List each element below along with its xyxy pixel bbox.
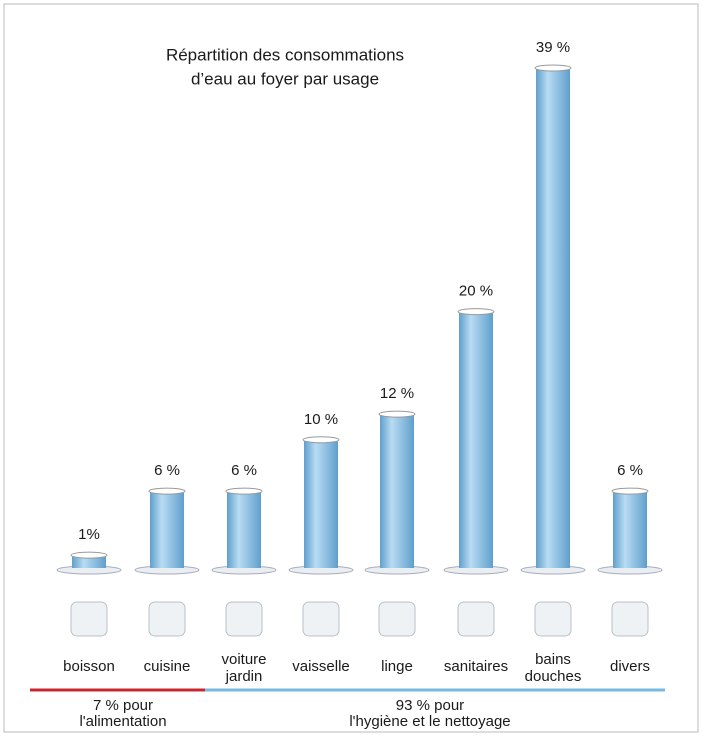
category-label: bains douches: [525, 651, 582, 685]
group-label: l'alimentation: [79, 713, 166, 730]
value-label: 20 %: [459, 283, 493, 300]
value-label: 6 %: [231, 462, 257, 479]
icon: [611, 601, 649, 637]
category-label: linge: [381, 658, 413, 675]
bar-top: [534, 64, 572, 72]
value-label: 39 %: [536, 39, 570, 56]
value-label: 12 %: [380, 385, 414, 402]
value-label: 6 %: [617, 462, 643, 479]
bar-top: [70, 551, 108, 559]
bar-top: [378, 410, 416, 418]
bar-top: [302, 436, 340, 444]
bar: [304, 439, 338, 568]
bar: [227, 491, 261, 568]
bar-top: [611, 487, 649, 495]
bar-top: [148, 487, 186, 495]
value-label: 6 %: [154, 462, 180, 479]
chart-title: d’eau au foyer par usage: [191, 69, 379, 88]
group-label: l'hygiène et le nettoyage: [349, 713, 510, 730]
bar: [536, 68, 570, 568]
category-label: boisson: [63, 658, 115, 675]
bar: [380, 414, 414, 568]
icon: [457, 601, 495, 637]
bar: [459, 311, 493, 568]
category-label: cuisine: [144, 658, 191, 675]
icon: [302, 601, 340, 637]
category-label: vaisselle: [292, 658, 350, 675]
icon: [148, 601, 186, 637]
bar-top: [457, 308, 495, 316]
group-label: 93 % pour: [396, 697, 464, 714]
frame: [3, 3, 699, 733]
category-label: sanitaires: [444, 658, 508, 675]
icon: [534, 601, 572, 637]
icon: [378, 601, 416, 637]
category-label: divers: [610, 658, 650, 675]
bar-top: [225, 487, 263, 495]
value-label: 10 %: [304, 411, 338, 428]
bar: [613, 491, 647, 568]
category-label: voiture jardin: [221, 651, 266, 685]
icon: [225, 601, 263, 637]
icon: [70, 601, 108, 637]
group-label: 7 % pour: [93, 697, 153, 714]
chart-title: Répartition des consommations: [166, 45, 404, 64]
bar: [150, 491, 184, 568]
value-label: 1%: [78, 526, 100, 543]
